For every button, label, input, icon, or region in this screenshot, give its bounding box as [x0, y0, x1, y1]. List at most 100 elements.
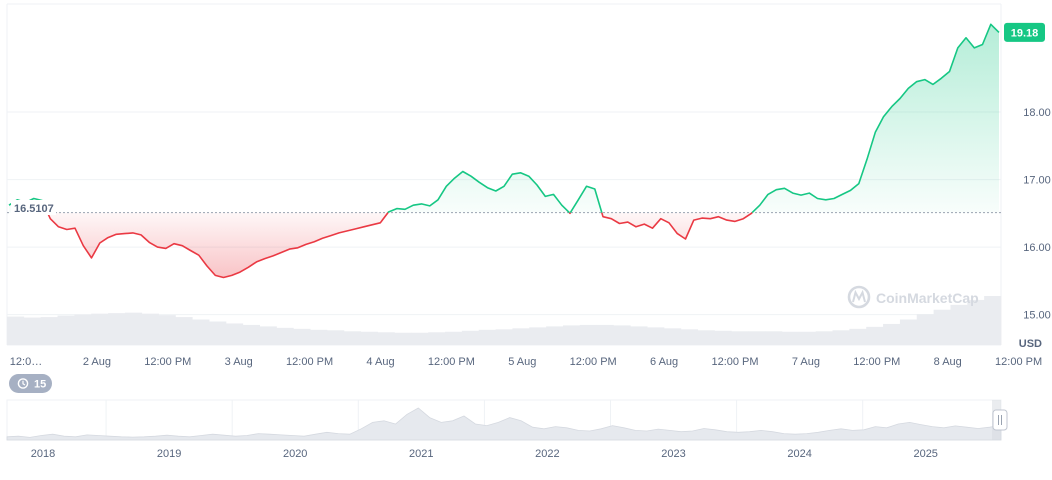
volume-bar: [815, 331, 833, 345]
volume-bar: [512, 328, 530, 345]
x-tick-label: 3 Aug: [225, 356, 253, 368]
volume-bars: [7, 296, 1002, 345]
volume-bar: [461, 330, 480, 345]
volume-bar: [360, 331, 378, 345]
volume-bar: [259, 326, 277, 345]
watermark-text: CoinMarketCap: [876, 290, 979, 306]
volume-bar: [546, 326, 564, 345]
navigator-year-label: 2019: [157, 448, 181, 460]
volume-bar: [933, 309, 951, 345]
y-tick-label: 17.00: [1023, 175, 1051, 187]
price-line-up: [8, 23, 1000, 214]
x-tick-label: 12:00 PM: [428, 356, 475, 368]
volume-bar: [781, 331, 800, 345]
navigator-year-label: 2023: [661, 448, 685, 460]
x-tick-label: 12:00 PM: [286, 356, 333, 368]
y-tick-label: 15.00: [1023, 310, 1051, 322]
volume-bar: [664, 328, 682, 345]
volume-bar: [832, 330, 850, 345]
volume-bar: [276, 327, 294, 345]
volume-bar: [209, 321, 227, 345]
volume-bar: [445, 331, 463, 345]
x-tick-label: 12:00 PM: [995, 356, 1042, 368]
volume-bar: [731, 331, 749, 345]
volume-bar: [7, 316, 25, 345]
history-count: 15: [34, 379, 46, 391]
navigator-year-label: 2021: [409, 448, 433, 460]
volume-bar: [377, 332, 395, 345]
volume-bar: [613, 325, 631, 345]
volume-bar: [108, 313, 126, 345]
volume-bar: [849, 328, 867, 345]
volume-bar: [680, 329, 699, 345]
x-tick-label: 12:0…: [10, 356, 42, 368]
volume-bar: [57, 315, 75, 345]
volume-bar: [192, 319, 210, 345]
volume-bar: [327, 330, 345, 345]
volume-bar: [495, 329, 513, 345]
volume-bar: [175, 317, 193, 345]
volume-bar: [967, 299, 985, 345]
above-baseline-area: [9, 24, 999, 213]
x-tick-label: 4 Aug: [366, 356, 394, 368]
x-tick-label: 12:00 PM: [570, 356, 617, 368]
volume-bar: [984, 296, 1002, 345]
volume-bar: [714, 330, 732, 345]
x-tick-label: 12:00 PM: [853, 356, 900, 368]
navigator-year-label: 2022: [535, 448, 559, 460]
volume-bar: [141, 313, 159, 345]
navigator-year-label: 2025: [913, 448, 937, 460]
navigator-year-label: 2020: [283, 448, 307, 460]
volume-bar: [748, 331, 766, 345]
current-price: 19.18: [1011, 27, 1039, 39]
history-badge[interactable]: 15: [9, 374, 52, 393]
volume-bar: [866, 326, 884, 345]
volume-bar: [883, 323, 901, 345]
volume-bar: [242, 324, 261, 345]
x-tick-label: 8 Aug: [934, 356, 962, 368]
volume-bar: [630, 326, 648, 345]
volume-bar: [596, 324, 614, 345]
y-tick-label: 16.00: [1023, 242, 1051, 254]
baseline-label: 16.5107: [11, 200, 56, 215]
volume-bar: [158, 315, 176, 345]
baseline-value: 16.5107: [14, 203, 54, 215]
volume-bar: [394, 332, 412, 345]
volume-bar: [562, 325, 581, 345]
volume-bar: [23, 317, 41, 345]
y-axis: 15.00 16.00 17.00 18.00: [1023, 107, 1051, 322]
volume-bar: [765, 331, 783, 345]
grid-lines: [6, 3, 1002, 346]
coinmarketcap-watermark: CoinMarketCap: [847, 285, 979, 309]
range-navigator[interactable]: 2018 2019 2020 2021 2022 2023 2024 2025: [6, 399, 1008, 460]
volume-bar: [40, 317, 58, 345]
navigator-year-label: 2024: [787, 448, 811, 460]
volume-bar: [899, 319, 918, 345]
volume-bar: [293, 328, 311, 345]
volume-bar: [428, 332, 446, 345]
price-line-down: [46, 212, 753, 279]
navigator-handle[interactable]: [992, 409, 1008, 431]
navigator-volume-area: [6, 407, 1002, 441]
volume-bar: [226, 323, 244, 345]
volume-bar: [950, 304, 968, 345]
x-tick-label: 7 Aug: [792, 356, 820, 368]
current-price-badge: 19.18: [1004, 22, 1045, 42]
volume-bar: [579, 324, 597, 345]
volume-bar: [478, 329, 496, 345]
volume-bar: [74, 314, 92, 345]
volume-bar: [916, 314, 934, 345]
volume-bar: [91, 313, 109, 345]
volume-bar: [798, 331, 816, 345]
x-tick-label: 6 Aug: [650, 356, 678, 368]
y-tick-label: 18.00: [1023, 107, 1051, 119]
volume-bar: [310, 329, 328, 345]
volume-bar: [343, 331, 362, 345]
volume-bar: [124, 312, 143, 345]
navigator-year-label: 2018: [31, 448, 55, 460]
x-tick-label: 2 Aug: [83, 356, 111, 368]
coinmarketcap-logo-icon: [847, 285, 871, 309]
volume-bar: [411, 332, 429, 345]
